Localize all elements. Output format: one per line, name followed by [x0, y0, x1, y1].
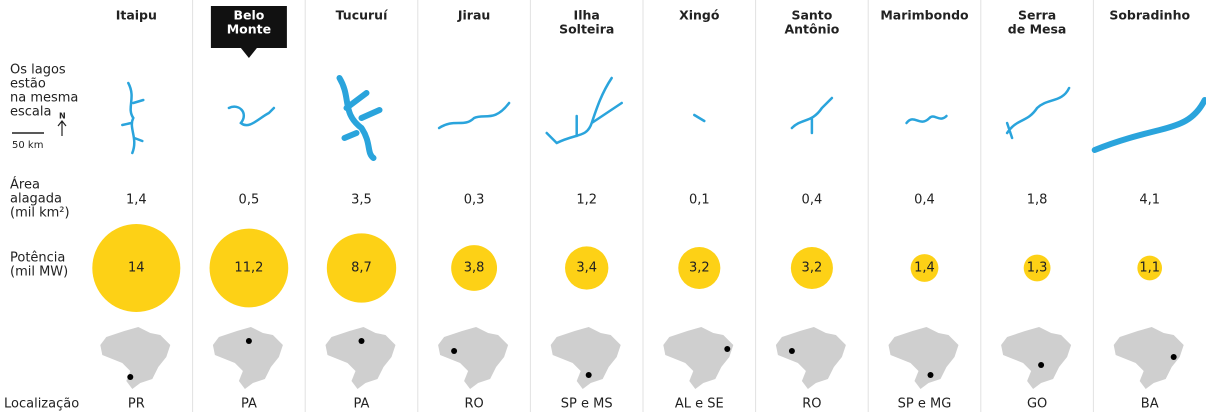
- area-value: 1,8: [1027, 193, 1048, 208]
- area-value: 1,4: [126, 193, 147, 208]
- row-label: Área: [10, 177, 40, 193]
- area-value: 0,3: [464, 193, 485, 208]
- location: RO: [464, 397, 483, 412]
- location: PA: [241, 397, 257, 412]
- power-value: 1,1: [1139, 261, 1160, 276]
- brazil-map: [212, 327, 283, 389]
- location-dot: [358, 338, 365, 344]
- location: BA: [1141, 397, 1159, 412]
- area-value: 1,2: [576, 193, 597, 208]
- highlight-box: [210, 6, 287, 58]
- lake-shape: [1005, 86, 1071, 140]
- power-circle: [209, 228, 289, 308]
- power-circle: [1137, 255, 1163, 281]
- power-value: 14: [128, 261, 145, 276]
- brazil-map: [663, 327, 734, 389]
- row-label: alagada: [10, 192, 62, 207]
- location-dot: [585, 372, 592, 378]
- brazil-map: [775, 327, 846, 389]
- location-dot: [1038, 362, 1045, 368]
- location: SP e MG: [898, 397, 952, 412]
- location-dot: [127, 374, 134, 380]
- scale-label: 50 km: [12, 140, 43, 151]
- location: GO: [1027, 397, 1047, 412]
- power-circle: [678, 246, 721, 290]
- lake-shape: [790, 96, 834, 135]
- location: SP e MS: [561, 397, 613, 412]
- row-label: Os lagos: [10, 63, 66, 78]
- row-label: Localização: [4, 397, 79, 412]
- lake-shape: [545, 76, 623, 145]
- brazil-map: [888, 327, 959, 389]
- plant-name: Belo: [233, 8, 264, 23]
- power-value: 3,2: [689, 261, 710, 276]
- plant-name: de Mesa: [1008, 22, 1067, 37]
- plant-name: Tucuruí: [336, 8, 388, 23]
- plant-name: Santo: [791, 8, 832, 23]
- location-dot: [927, 372, 934, 378]
- power-value: 11,2: [234, 261, 263, 276]
- brazil-map: [100, 327, 171, 389]
- location-dot: [1170, 354, 1177, 360]
- lake-shape: [227, 105, 276, 127]
- location-dot: [724, 346, 731, 352]
- lake-shape: [437, 101, 511, 130]
- plant-name: Ilha: [574, 8, 600, 23]
- area-value: 3,5: [351, 193, 372, 208]
- plant-name: Itaipu: [116, 8, 157, 23]
- power-circle: [92, 224, 181, 312]
- area-value: 0,4: [914, 193, 935, 208]
- row-label: Potência: [10, 251, 65, 266]
- location: RO: [802, 397, 821, 412]
- power-circle: [565, 246, 609, 290]
- power-circle: [790, 246, 833, 290]
- power-value: 3,4: [576, 261, 597, 276]
- lake-shape: [336, 75, 383, 161]
- row-label: (mil MW): [10, 265, 68, 280]
- row-label: na mesma: [10, 91, 78, 106]
- lake-shape: [693, 113, 706, 123]
- row-label: (mil km²): [10, 206, 70, 221]
- lake-shape: [121, 81, 145, 155]
- location: PA: [354, 397, 370, 412]
- plant-name: Jirau: [457, 8, 490, 23]
- brazil-map: [1113, 327, 1184, 389]
- plant-name: Xingó: [679, 8, 720, 23]
- location-dot: [245, 338, 252, 344]
- power-value: 8,7: [351, 261, 372, 276]
- plant-name: Monte: [227, 22, 271, 37]
- location-dot: [788, 348, 795, 354]
- plant-name: Solteira: [559, 22, 614, 37]
- power-value: 1,3: [1027, 261, 1048, 276]
- plant-name: Marimbondo: [880, 8, 969, 23]
- lake-shape: [1091, 97, 1206, 153]
- power-value: 3,2: [802, 261, 823, 276]
- location: AL e SE: [675, 397, 724, 412]
- power-circle: [451, 245, 498, 291]
- brazil-map: [1001, 327, 1072, 389]
- power-value: 3,8: [464, 261, 485, 276]
- row-label: escala: [10, 105, 51, 120]
- brazil-map: [325, 327, 396, 389]
- brazil-map: [550, 327, 621, 389]
- row-label: estão: [10, 77, 46, 92]
- power-circle: [910, 254, 939, 282]
- area-value: 0,4: [802, 193, 823, 208]
- area-value: 0,5: [239, 193, 260, 208]
- lake-shape: [905, 114, 948, 125]
- power-value: 1,4: [914, 261, 935, 276]
- power-circle: [326, 233, 397, 303]
- location: PR: [128, 397, 145, 412]
- area-value: 0,1: [689, 193, 710, 208]
- location-dot: [451, 348, 458, 354]
- brazil-map: [438, 327, 509, 389]
- plant-name: Antônio: [784, 22, 839, 37]
- area-value: 4,1: [1139, 193, 1160, 208]
- plant-name: Serra: [1018, 8, 1056, 23]
- plant-name: Sobradinho: [1109, 8, 1190, 23]
- north-arrow: [57, 120, 67, 136]
- power-circle: [1023, 254, 1051, 282]
- north-label: N: [59, 112, 66, 121]
